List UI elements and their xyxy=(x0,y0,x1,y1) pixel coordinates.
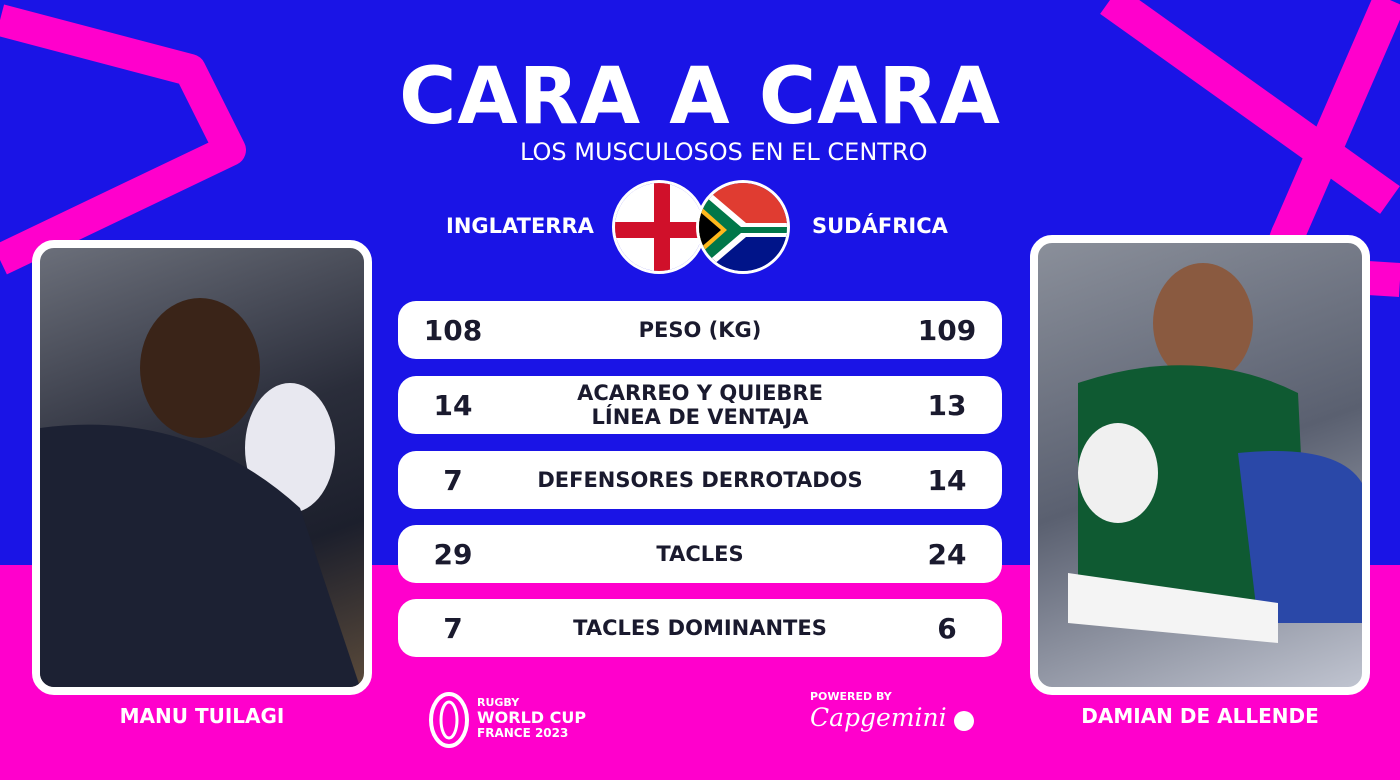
stat-row-weight: 108 PESO (KG) 109 xyxy=(398,301,1002,359)
page-title: CARA A CARA xyxy=(399,52,1001,142)
player-photo-right xyxy=(1030,235,1370,695)
stat-label: TACLES DOMINANTES xyxy=(573,616,827,640)
stat-left-value: 108 xyxy=(423,313,483,347)
stat-row-tackles: 29 TACLES 24 xyxy=(398,525,1002,583)
stat-right-value: 14 xyxy=(927,463,967,497)
stat-row-defenders-beaten: 7 DEFENSORES DERROTADOS 14 xyxy=(398,451,1002,509)
stat-right-value: 6 xyxy=(937,611,957,645)
rwc-line1: RUGBY xyxy=(477,696,520,709)
stat-label: PESO (KG) xyxy=(638,318,762,342)
stat-left-value: 7 xyxy=(443,463,463,497)
team-left-name: INGLATERRA xyxy=(446,214,594,238)
capgemini-sponsor-logo: POWERED BY Capgemini xyxy=(810,690,974,732)
stat-left-value: 29 xyxy=(433,537,473,571)
stat-right-value: 13 xyxy=(927,388,967,422)
england-flag-icon xyxy=(612,180,706,274)
south-africa-flag-icon xyxy=(696,180,790,274)
stat-label: TACLES xyxy=(656,542,744,566)
stat-label: DEFENSORES DERROTADOS xyxy=(537,468,863,492)
stat-right-value: 109 xyxy=(917,313,977,347)
stat-row-carries: 14 ACARREO Y QUIEBRE LÍNEA DE VENTAJA 13 xyxy=(398,376,1002,434)
player-name-left: MANU TUILAGI xyxy=(119,704,285,728)
stat-label: ACARREO Y QUIEBRE LÍNEA DE VENTAJA xyxy=(577,381,823,429)
player-name-right: DAMIAN DE ALLENDE xyxy=(1081,704,1319,728)
stat-right-value: 24 xyxy=(927,537,967,571)
sponsor-name: Capgemini xyxy=(810,703,947,732)
team-right-name: SUDÁFRICA xyxy=(812,214,948,238)
rwc-line3: FRANCE 2023 xyxy=(477,726,569,740)
stat-left-value: 7 xyxy=(443,611,463,645)
capgemini-spade-icon xyxy=(954,711,974,731)
player-photo-left xyxy=(32,240,372,695)
stat-row-dominant-tackles: 7 TACLES DOMINANTES 6 xyxy=(398,599,1002,657)
stat-left-value: 14 xyxy=(433,388,473,422)
powered-by-label: POWERED BY xyxy=(810,690,892,703)
page-subtitle: LOS MUSCULOSOS EN EL CENTRO xyxy=(520,138,928,166)
rwc-line2: WORLD CUP xyxy=(477,708,587,727)
